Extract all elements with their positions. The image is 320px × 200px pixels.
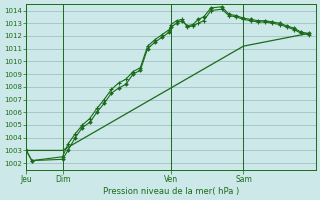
X-axis label: Pression niveau de la mer( hPa ): Pression niveau de la mer( hPa ) <box>103 187 239 196</box>
